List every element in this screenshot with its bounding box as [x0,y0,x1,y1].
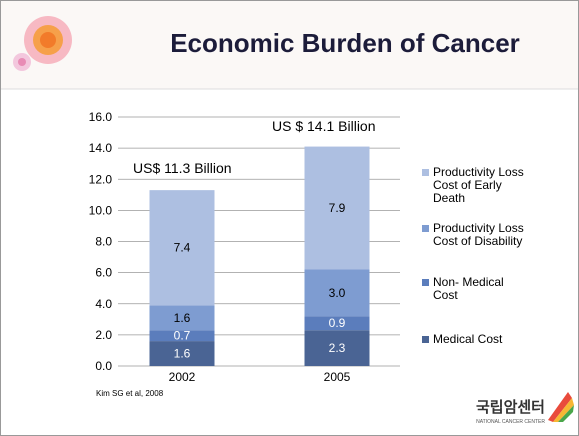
legend-swatch [422,169,429,176]
bar-segment [304,269,370,317]
value-label: 1.6 [174,311,191,325]
value-label: 0.7 [174,329,191,343]
value-label: 7.4 [174,241,191,255]
y-tick-label: 4.0 [95,297,112,311]
legend-swatch [422,225,429,232]
legend-label: Productivity Loss Cost of Disability [433,221,524,248]
legend-swatch [422,279,429,286]
y-tick-label: 12.0 [89,172,113,186]
logo-name: 국립암센터 [476,398,545,416]
bar-segment [149,341,215,366]
x-tick-label: 2005 [324,370,351,384]
legend-label: Non- Medical Cost [433,275,504,302]
legend-label: Medical Cost [433,332,503,346]
y-tick-label: 6.0 [95,266,112,280]
logo-mark [548,392,574,422]
y-tick-label: 2.0 [95,328,112,342]
source: Kim SG et al, 2008 [96,389,164,398]
annotation: US $ 14.1 Billion [272,118,376,134]
value-label: 2.3 [329,341,346,355]
chart-title: Economic Burden of Cancer [170,28,520,58]
header-band [1,1,578,89]
value-label: 7.9 [329,201,346,215]
value-label: 1.6 [174,347,191,361]
y-tick-label: 8.0 [95,235,112,249]
bar-segment [149,305,215,331]
flower-icon [13,16,72,71]
x-tick-label: 2002 [169,370,196,384]
y-tick-label: 16.0 [89,110,113,124]
annotation: US$ 11.3 Billion [133,160,232,176]
bar-segment [149,190,215,306]
value-label: 3.0 [329,286,346,300]
value-label: 0.9 [329,316,346,330]
logo-subtitle: NATIONAL CANCER CENTER [476,419,545,425]
y-tick-label: 10.0 [89,203,113,217]
legend-label: Productivity Loss Cost of Early Death [433,165,524,205]
bar-segment [304,330,370,366]
bar-segment [149,330,215,342]
y-tick-label: 14.0 [89,141,113,155]
bar-segment [304,316,370,331]
legend-swatch [422,336,429,343]
y-tick-label: 0.0 [95,359,112,373]
bar-segment [304,146,370,270]
